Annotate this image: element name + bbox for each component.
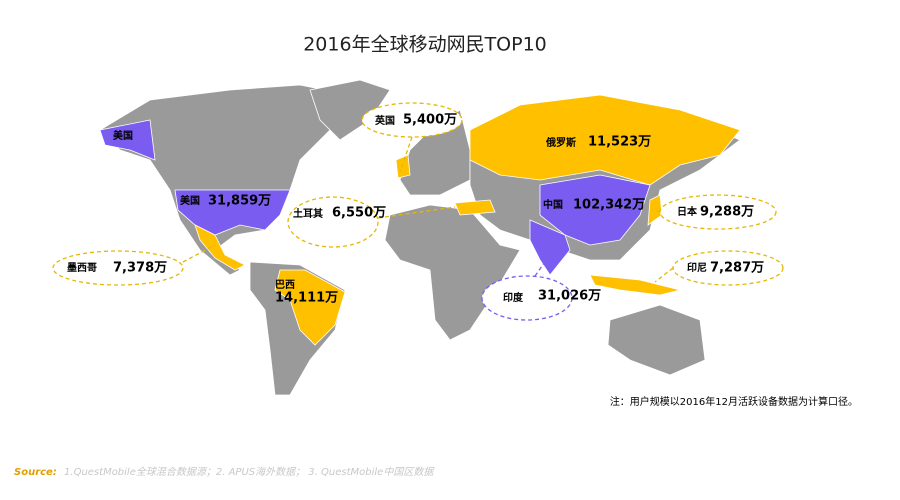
world-map bbox=[99, 79, 741, 396]
country-name: 墨西哥 bbox=[67, 262, 97, 274]
country-name: 俄罗斯 bbox=[545, 136, 576, 149]
user-count: 102,342万 bbox=[573, 198, 645, 213]
country-name: 印尼 bbox=[687, 262, 707, 274]
country-name: 美国 bbox=[113, 129, 133, 142]
user-count: 14,111万 bbox=[275, 291, 338, 306]
leaders bbox=[182, 136, 674, 283]
user-count: 6,550万 bbox=[332, 206, 386, 221]
user-count: 11,523万 bbox=[588, 135, 651, 150]
country-name: 印度 bbox=[503, 291, 524, 304]
note: 注：用户规模以2016年12月活跃设备数据为计算口径。 bbox=[610, 395, 858, 408]
title: 2016年全球移动网民TOP10 bbox=[303, 34, 547, 56]
user-count: 31,859万 bbox=[208, 194, 271, 209]
user-count: 7,287万 bbox=[710, 261, 764, 276]
country-name: 巴西 bbox=[275, 279, 295, 291]
source: Source: 1.QuestMobile全球混合数据源；2. APUS海外数据… bbox=[14, 466, 435, 478]
user-count: 31,026万 bbox=[538, 289, 601, 304]
user-count: 9,288万 bbox=[700, 205, 754, 220]
country-name: 土耳其 bbox=[293, 207, 323, 220]
country-name: 日本 bbox=[677, 205, 698, 218]
user-count: 7,378万 bbox=[113, 261, 167, 276]
source-label: Source: bbox=[14, 467, 57, 478]
country-name: 美国 bbox=[180, 194, 200, 207]
user-count: 5,400万 bbox=[403, 113, 457, 128]
callout-ellipses bbox=[52, 102, 784, 321]
source-text: 1.QuestMobile全球混合数据源；2. APUS海外数据； 3. Que… bbox=[64, 466, 435, 478]
country-name: 中国 bbox=[543, 198, 563, 211]
country-name: 英国 bbox=[374, 114, 395, 127]
